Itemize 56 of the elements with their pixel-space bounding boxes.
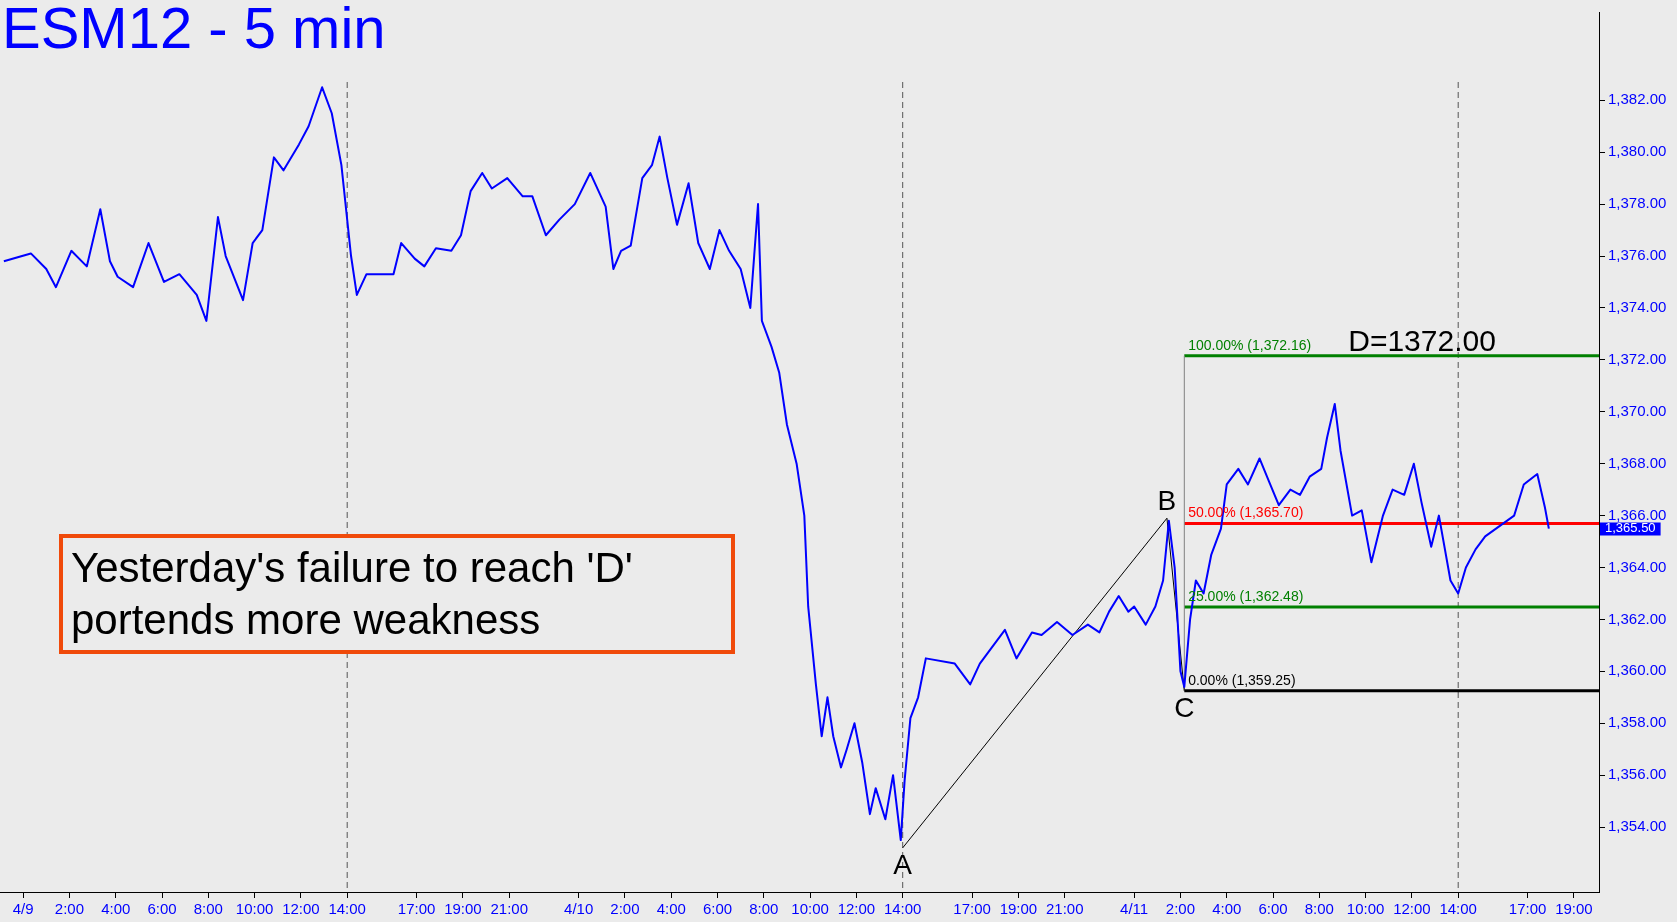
- x-tick-label: 8:00: [193, 900, 223, 918]
- annotation: B: [1157, 484, 1177, 516]
- x-tick-label: 4/11: [1120, 900, 1149, 918]
- x-tick-label: 12:00: [837, 900, 876, 918]
- x-tick-label: 8:00: [749, 900, 779, 918]
- y-tick-label: 1,372.00: [1608, 349, 1667, 367]
- y-tick-label: 1,364.00: [1608, 557, 1667, 575]
- annotation: 100.00% (1,372.16): [1188, 336, 1312, 353]
- x-tick-label: 8:00: [1304, 900, 1334, 918]
- x-tick-label: 12:00: [1393, 900, 1431, 918]
- x-tick-label: 19:00: [999, 900, 1038, 918]
- x-tick-label: 19:00: [1555, 900, 1593, 918]
- x-tick-label: 6:00: [1258, 900, 1288, 918]
- x-tick-label: 10:00: [791, 900, 829, 918]
- x-tick-label: 17:00: [397, 900, 436, 918]
- x-tick-label: 17:00: [953, 900, 991, 918]
- y-tick-label: 1,376.00: [1608, 246, 1667, 264]
- y-tick-label: 1,368.00: [1608, 453, 1667, 471]
- x-tick-label: 19:00: [444, 900, 482, 918]
- y-tick-label: 1,354.00: [1608, 817, 1667, 835]
- y-tick-label: 1,356.00: [1608, 765, 1667, 783]
- x-tick-label: 4/9: [12, 900, 34, 918]
- annotation: A: [893, 848, 913, 880]
- y-tick-label: 1,360.00: [1608, 661, 1667, 679]
- y-tick-label: 1,382.00: [1608, 90, 1667, 108]
- annotation: C: [1174, 691, 1195, 723]
- annotation: Yesterday's failure to reach 'D' portends more weakness: [59, 534, 735, 654]
- y-tick-label: 1,358.00: [1608, 713, 1667, 731]
- annotation: D=1372.00: [1348, 324, 1496, 358]
- y-tick-label: 1,374.00: [1608, 298, 1667, 316]
- x-tick-label: 14:00: [883, 900, 922, 918]
- x-tick-label: 2:00: [54, 900, 85, 918]
- x-tick-label: 21:00: [1045, 900, 1084, 918]
- x-tick-label: 14:00: [328, 900, 366, 918]
- x-tick-label: 10:00: [235, 900, 274, 918]
- x-tick-label: 17:00: [1508, 900, 1547, 918]
- y-tick-label: 1,366.00: [1608, 505, 1667, 523]
- x-tick-label: 10:00: [1346, 900, 1385, 918]
- x-tick-label: 4:00: [101, 900, 131, 918]
- x-tick-label: 4:00: [656, 900, 686, 918]
- y-tick-label: 1,362.00: [1608, 609, 1667, 627]
- annotation: 1,365.50: [1605, 520, 1656, 536]
- annotation: 0.00% (1,359.25): [1188, 671, 1296, 688]
- x-tick-label: 14:00: [1439, 900, 1477, 918]
- y-tick-label: 1,380.00: [1608, 142, 1667, 160]
- x-tick-label: 6:00: [147, 900, 177, 918]
- x-tick-label: 2:00: [1165, 900, 1196, 918]
- x-tick-label: 6:00: [702, 900, 733, 918]
- x-tick-label: 4/10: [564, 900, 594, 918]
- y-tick-label: 1,378.00: [1608, 194, 1667, 212]
- x-tick-label: 4:00: [1212, 900, 1242, 918]
- x-tick-label: 2:00: [610, 900, 640, 918]
- x-tick-label: 12:00: [282, 900, 320, 918]
- y-tick-label: 1,370.00: [1608, 401, 1667, 419]
- x-tick-label: 21:00: [490, 900, 528, 918]
- chart-title: ESM12 - 5 min: [2, 0, 386, 61]
